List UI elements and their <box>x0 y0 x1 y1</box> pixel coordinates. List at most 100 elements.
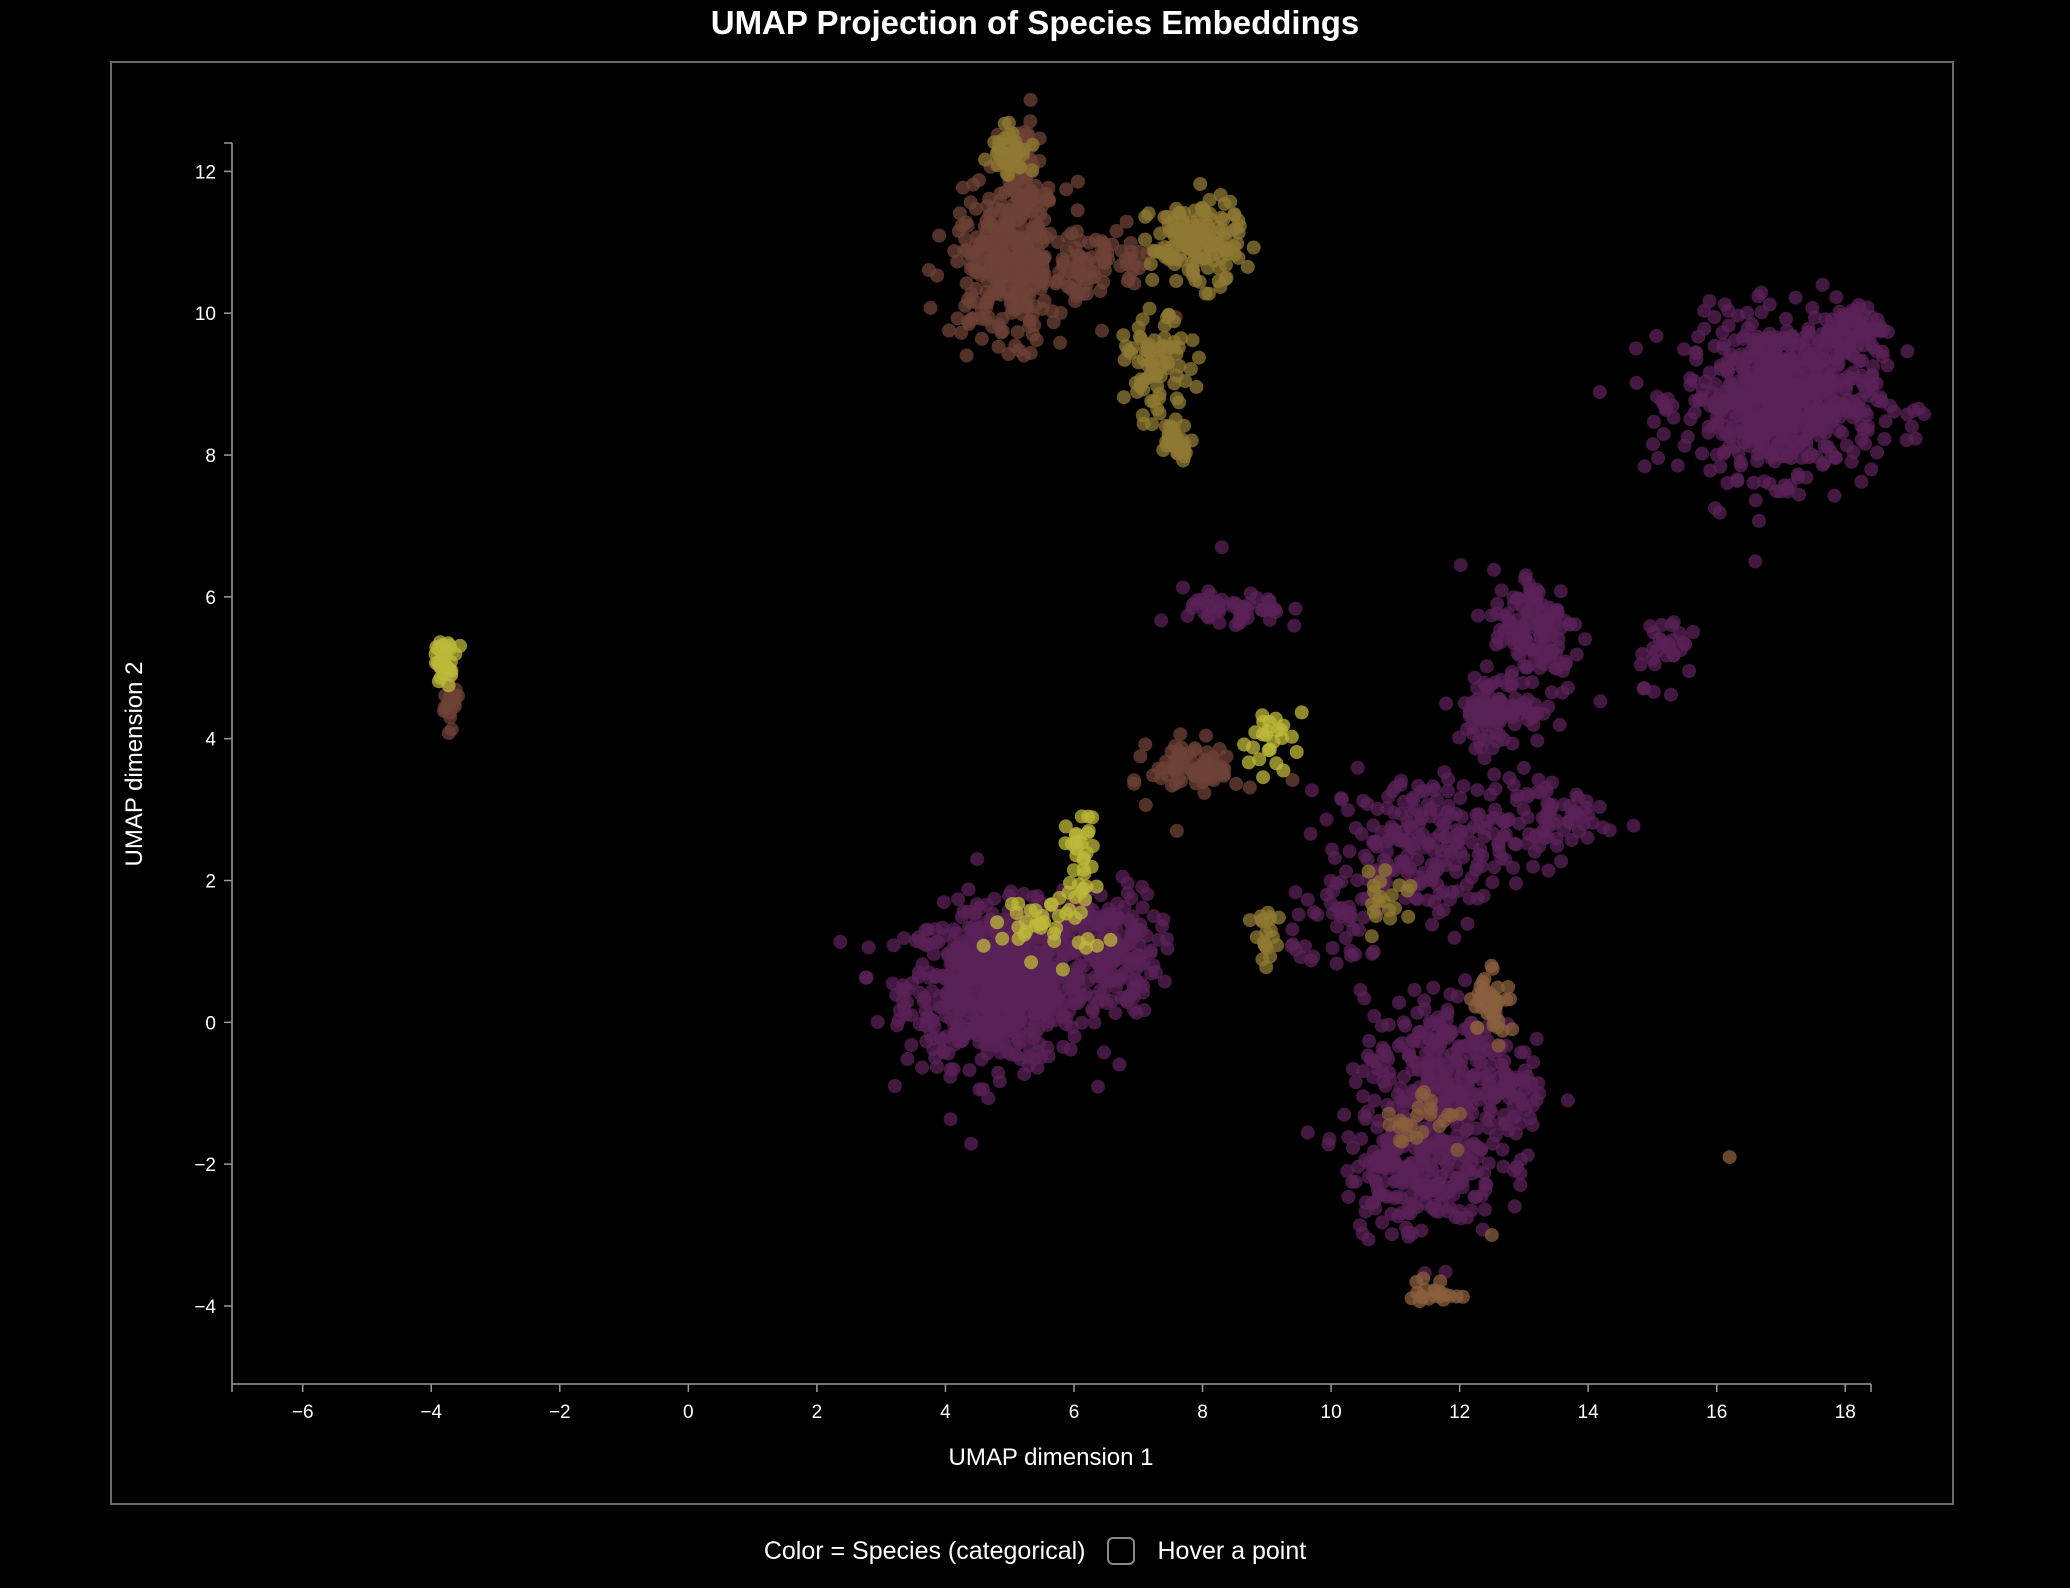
data-point[interactable] <box>982 1030 997 1045</box>
data-point[interactable] <box>1116 390 1131 405</box>
data-point[interactable] <box>1666 648 1681 663</box>
data-point[interactable] <box>1791 467 1805 482</box>
data-point[interactable] <box>1052 265 1067 280</box>
data-point[interactable] <box>960 218 975 233</box>
data-point[interactable] <box>1779 311 1793 326</box>
data-point[interactable] <box>1464 1203 1479 1218</box>
data-point[interactable] <box>1744 317 1759 332</box>
data-point[interactable] <box>1637 459 1652 474</box>
data-point[interactable] <box>887 1079 902 1093</box>
data-point[interactable] <box>1197 203 1212 218</box>
data-point[interactable] <box>1657 637 1672 652</box>
data-point[interactable] <box>1664 687 1678 702</box>
data-point[interactable] <box>1688 345 1703 360</box>
data-point[interactable] <box>1874 394 1889 409</box>
data-point[interactable] <box>1635 647 1650 661</box>
data-point[interactable] <box>1085 839 1100 853</box>
data-point[interactable] <box>959 1026 973 1040</box>
data-point[interactable] <box>1481 1120 1496 1135</box>
data-point[interactable] <box>1401 1048 1416 1063</box>
data-point[interactable] <box>1011 920 1026 935</box>
data-point[interactable] <box>1262 612 1277 627</box>
data-point[interactable] <box>1085 810 1100 825</box>
data-point[interactable] <box>934 1031 948 1046</box>
data-point[interactable] <box>1629 375 1644 390</box>
data-point[interactable] <box>1120 995 1135 1010</box>
data-point[interactable] <box>1188 273 1203 288</box>
data-point[interactable] <box>1022 1050 1036 1065</box>
data-point[interactable] <box>918 1003 933 1018</box>
data-point[interactable] <box>1695 446 1709 461</box>
data-point[interactable] <box>1223 194 1238 209</box>
data-point[interactable] <box>1794 429 1809 444</box>
data-point[interactable] <box>1476 888 1491 903</box>
data-point[interactable] <box>1450 1142 1465 1157</box>
data-point[interactable] <box>1515 1097 1530 1112</box>
data-point[interactable] <box>1498 609 1512 624</box>
data-point[interactable] <box>1430 1010 1445 1025</box>
data-point[interactable] <box>1084 250 1099 265</box>
data-point[interactable] <box>1516 675 1530 690</box>
data-point[interactable] <box>1079 277 1094 292</box>
data-point[interactable] <box>1173 746 1188 761</box>
data-point[interactable] <box>1672 626 1687 641</box>
data-point[interactable] <box>1529 1032 1544 1046</box>
data-point[interactable] <box>1354 1131 1369 1146</box>
data-point[interactable] <box>1569 647 1584 662</box>
data-point[interactable] <box>1373 889 1387 904</box>
data-point[interactable] <box>1520 810 1535 825</box>
data-point[interactable] <box>1445 1024 1460 1039</box>
data-point[interactable] <box>1124 244 1139 259</box>
data-point[interactable] <box>965 980 980 995</box>
data-point[interactable] <box>1513 1152 1528 1167</box>
data-point[interactable] <box>968 201 983 216</box>
data-point[interactable] <box>1058 1017 1073 1032</box>
data-point[interactable] <box>1468 1037 1483 1052</box>
data-point[interactable] <box>1443 987 1458 1002</box>
data-point[interactable] <box>1484 1228 1499 1243</box>
data-point[interactable] <box>1201 584 1216 599</box>
data-point[interactable] <box>1427 1283 1442 1298</box>
data-point[interactable] <box>1541 863 1556 878</box>
data-point[interactable] <box>1827 488 1842 503</box>
data-point[interactable] <box>1185 333 1200 348</box>
data-point[interactable] <box>1741 434 1756 449</box>
data-point[interactable] <box>1683 412 1698 426</box>
data-point[interactable] <box>1041 192 1056 207</box>
data-point[interactable] <box>1509 620 1524 635</box>
data-point[interactable] <box>1751 410 1766 425</box>
data-point[interactable] <box>1792 487 1806 502</box>
data-point[interactable] <box>1180 227 1195 242</box>
data-point[interactable] <box>1414 1223 1429 1238</box>
data-point[interactable] <box>1269 756 1284 771</box>
data-point[interactable] <box>1246 240 1261 255</box>
data-point[interactable] <box>1172 358 1187 373</box>
data-point[interactable] <box>952 1010 967 1025</box>
data-point[interactable] <box>1068 835 1083 850</box>
data-point[interactable] <box>1854 474 1869 489</box>
data-point[interactable] <box>1489 726 1503 740</box>
data-point[interactable] <box>1157 974 1172 989</box>
data-point[interactable] <box>1495 706 1510 721</box>
data-point[interactable] <box>1009 1047 1023 1062</box>
data-point[interactable] <box>1489 637 1504 652</box>
data-point[interactable] <box>1069 848 1084 863</box>
data-point[interactable] <box>1549 661 1564 676</box>
data-point[interactable] <box>1649 329 1664 343</box>
data-point[interactable] <box>963 295 978 310</box>
data-point[interactable] <box>1191 350 1206 365</box>
data-point[interactable] <box>1488 781 1503 796</box>
data-point[interactable] <box>1562 617 1577 632</box>
data-point[interactable] <box>1323 873 1338 888</box>
data-point[interactable] <box>1470 681 1485 696</box>
data-point[interactable] <box>1626 818 1641 833</box>
data-point[interactable] <box>994 143 1009 158</box>
data-point[interactable] <box>1657 398 1672 412</box>
data-point[interactable] <box>1432 1119 1447 1133</box>
data-point[interactable] <box>1780 415 1795 430</box>
data-point[interactable] <box>1403 1206 1418 1221</box>
data-point[interactable] <box>1357 991 1372 1006</box>
data-point[interactable] <box>1350 873 1365 888</box>
data-point[interactable] <box>1183 362 1198 376</box>
data-point[interactable] <box>1337 1107 1352 1122</box>
